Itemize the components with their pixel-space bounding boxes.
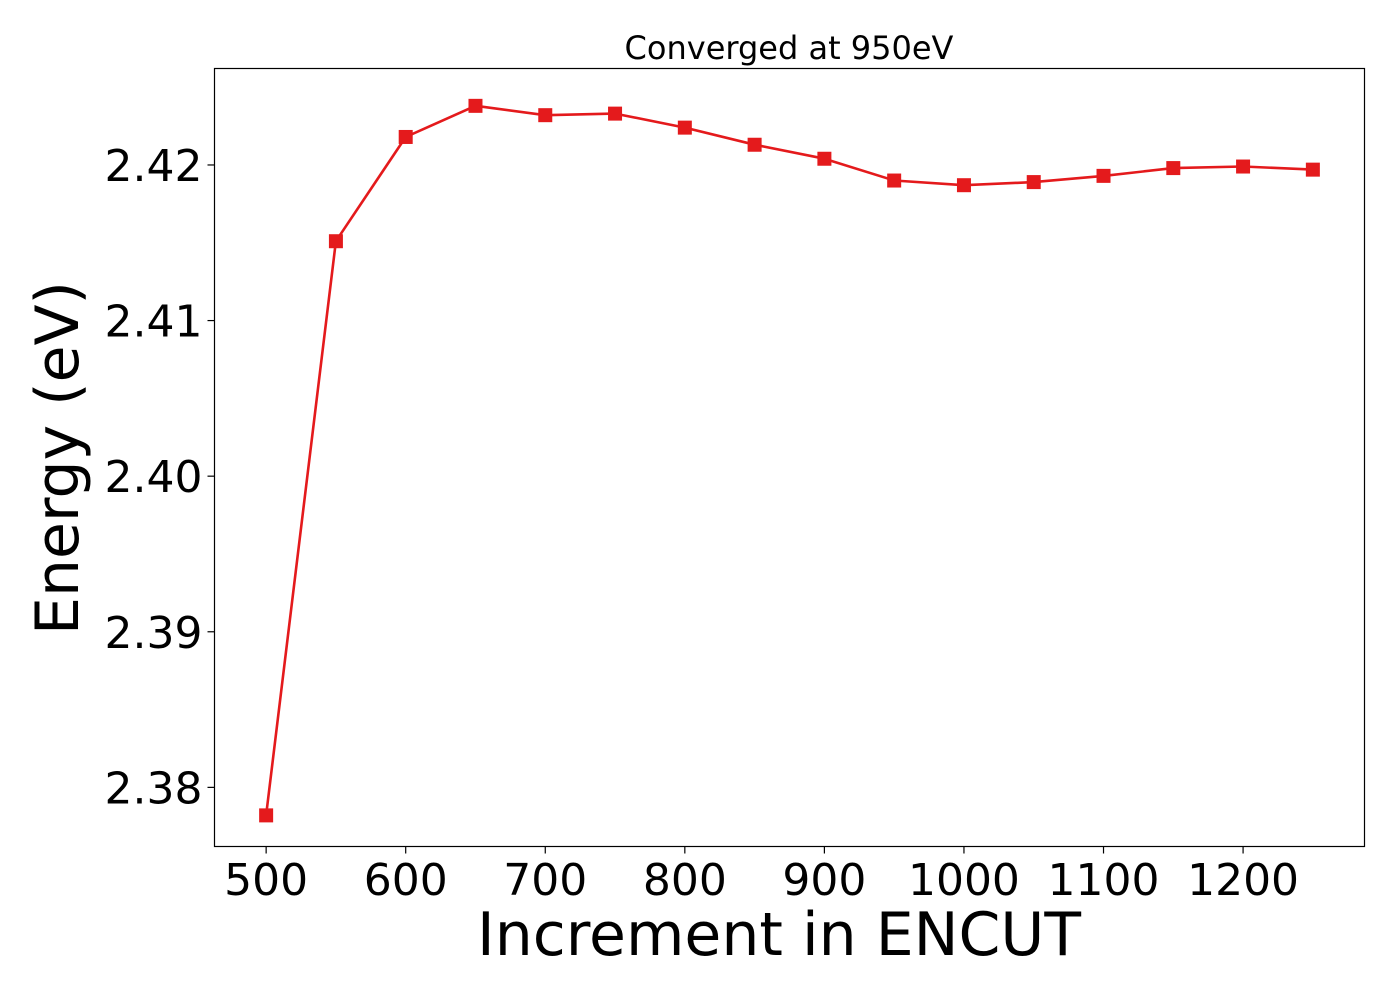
y-tick-label: 2.39 (105, 608, 203, 659)
data-point-marker (1096, 168, 1111, 183)
data-point-marker (538, 108, 553, 123)
data-point-marker (1166, 161, 1181, 176)
data-point-marker (468, 98, 483, 113)
data-point-marker (956, 178, 971, 193)
y-tick-label: 2.40 (105, 452, 203, 503)
data-point-marker (328, 234, 343, 249)
data-point-marker (1236, 159, 1251, 174)
y-tick-label: 2.41 (105, 297, 203, 348)
data-point-marker (1026, 175, 1041, 190)
data-point-marker (887, 173, 902, 188)
series-line (264, 104, 1313, 816)
x-tick-label: 1000 (908, 855, 1020, 906)
chart-title: Converged at 950eV (625, 29, 954, 67)
y-axis: 2.38 2.39 2.40 2.41 2.42 (105, 141, 215, 814)
y-axis-label: Energy (eV) (23, 281, 93, 635)
x-axis-label: Increment in ENCUT (477, 900, 1081, 970)
data-point-marker (259, 808, 274, 823)
x-tick-label: 600 (364, 855, 448, 906)
plot-area (259, 98, 1320, 823)
data-point-marker (747, 137, 762, 152)
x-tick-label: 500 (224, 855, 308, 906)
data-point-marker (677, 120, 692, 135)
x-tick-label: 700 (503, 855, 587, 906)
x-tick-label: 1100 (1048, 855, 1160, 906)
x-tick-label: 800 (643, 855, 727, 906)
x-axis: 500 600 700 800 900 1000 1100 1200 (224, 846, 1299, 906)
data-point-marker (1305, 162, 1320, 177)
y-tick-label: 2.38 (105, 763, 203, 814)
data-point-marker (398, 129, 413, 144)
y-tick-label: 2.42 (105, 141, 203, 192)
x-tick-label: 1200 (1187, 855, 1299, 906)
data-point-marker (817, 151, 832, 166)
plot-frame (213, 67, 1366, 848)
data-point-marker (608, 106, 623, 121)
x-tick-label: 900 (782, 855, 866, 906)
